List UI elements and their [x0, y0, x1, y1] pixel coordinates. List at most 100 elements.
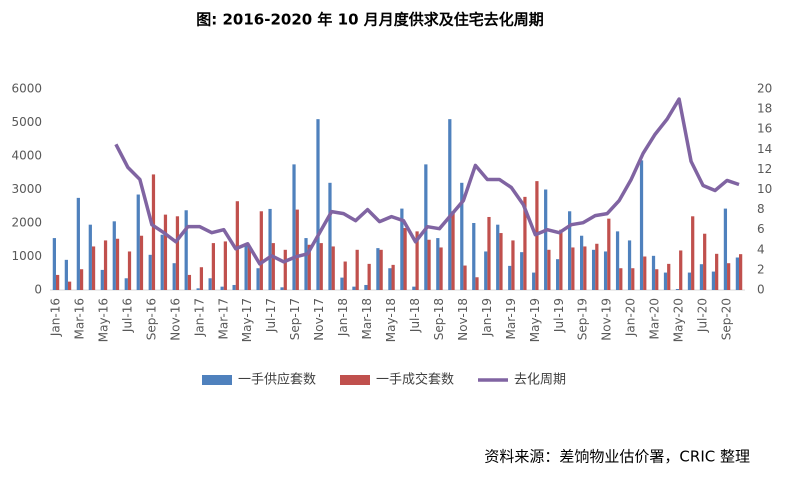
- bar: [196, 288, 200, 290]
- bar: [139, 235, 144, 290]
- legend-swatch: [202, 375, 232, 385]
- bar: [568, 211, 572, 290]
- bar: [259, 211, 263, 290]
- bar: [544, 189, 548, 290]
- bar: [340, 277, 344, 290]
- bar: [223, 241, 227, 290]
- source-note: 资料来源：差饷物业估价署，CRIC 整理: [484, 448, 750, 466]
- x-tick-label: Jan-17: [192, 298, 206, 337]
- bar: [271, 243, 275, 290]
- x-tick-label: Nov-17: [312, 298, 326, 341]
- x-tick-label: Sep-18: [432, 298, 446, 340]
- y2-tick-label: 4: [757, 242, 765, 256]
- bar: [715, 253, 719, 290]
- bar: [663, 272, 668, 290]
- y-tick-label: 1000: [11, 249, 42, 263]
- bar: [280, 287, 284, 290]
- bar: [703, 233, 707, 290]
- x-tick-label: Jul-20: [696, 298, 710, 333]
- bar: [583, 246, 587, 290]
- bar: [163, 214, 168, 290]
- bar: [67, 281, 72, 290]
- bar: [547, 249, 551, 290]
- y2-tick-label: 16: [757, 122, 772, 136]
- y2-tick-label: 8: [757, 202, 765, 216]
- bar: [607, 218, 611, 290]
- bar: [520, 252, 524, 290]
- x-tick-label: Jul-18: [408, 298, 422, 333]
- bar: [511, 240, 515, 290]
- y2-tick-label: 0: [757, 283, 765, 297]
- bar: [651, 255, 656, 290]
- bar: [496, 224, 500, 290]
- bar: [484, 251, 488, 290]
- bar: [655, 269, 659, 290]
- x-tick-label: Jan-19: [480, 298, 494, 337]
- x-tick-label: Mar-17: [216, 298, 230, 339]
- bar: [151, 174, 156, 290]
- bar: [523, 196, 527, 290]
- x-tick-label: Mar-16: [72, 298, 86, 339]
- bar: [735, 257, 740, 290]
- x-tick-label: Jul-19: [552, 298, 566, 333]
- bar: [244, 244, 248, 290]
- y2-tick-label: 10: [757, 182, 772, 196]
- bar: [343, 261, 347, 290]
- x-tick-label: Mar-20: [648, 298, 662, 339]
- bar: [436, 238, 440, 290]
- bar: [100, 269, 104, 290]
- bar: [711, 271, 716, 290]
- bar: [148, 254, 152, 290]
- bar: [415, 231, 419, 290]
- bar: [675, 288, 680, 290]
- bar: [319, 243, 323, 290]
- x-tick-label: Jul-17: [264, 298, 278, 333]
- x-tick-label: Mar-19: [504, 298, 518, 339]
- bar: [208, 278, 212, 290]
- x-tick-label: May-19: [528, 298, 542, 342]
- y-tick-label: 2000: [11, 216, 42, 230]
- x-tick-label: May-16: [96, 298, 110, 342]
- bar: [627, 240, 632, 290]
- bar: [292, 164, 296, 290]
- bar: [127, 251, 132, 290]
- x-tick-label: Sep-17: [288, 298, 302, 340]
- bar: [508, 265, 512, 290]
- bar: [376, 248, 380, 290]
- bar: [639, 160, 644, 290]
- bar: [235, 201, 239, 290]
- bar: [571, 247, 575, 290]
- y2-tick-label: 20: [757, 82, 772, 96]
- bar: [643, 256, 647, 290]
- bar: [615, 231, 620, 290]
- bar: [475, 277, 479, 290]
- bar: [412, 286, 416, 290]
- bar: [91, 246, 96, 290]
- bar: [603, 251, 608, 290]
- bar: [304, 238, 308, 290]
- bar: [355, 249, 359, 290]
- bar: [160, 234, 164, 290]
- y2-tick-label: 18: [757, 102, 772, 116]
- bar: [427, 239, 431, 290]
- x-tick-label: Mar-18: [360, 298, 374, 339]
- x-tick-label: Sep-19: [576, 298, 590, 340]
- bar: [595, 243, 599, 290]
- bar: [283, 249, 287, 290]
- bar: [699, 264, 704, 290]
- bar: [499, 233, 503, 290]
- bar: [124, 278, 128, 290]
- bar: [211, 243, 216, 290]
- bar: [187, 274, 192, 290]
- bar: [328, 182, 332, 290]
- bar: [112, 221, 116, 290]
- bar: [460, 182, 464, 290]
- x-tick-label: Jan-20: [624, 298, 638, 337]
- chart-title: 图: 2016-2020 年 10 月月度供求及住宅去化周期: [196, 11, 544, 29]
- y2-tick-label: 6: [757, 222, 765, 236]
- bar: [631, 268, 635, 290]
- x-tick-label: Jan-18: [336, 298, 350, 337]
- bar: [55, 274, 60, 290]
- y2-tick-label: 2: [757, 262, 765, 276]
